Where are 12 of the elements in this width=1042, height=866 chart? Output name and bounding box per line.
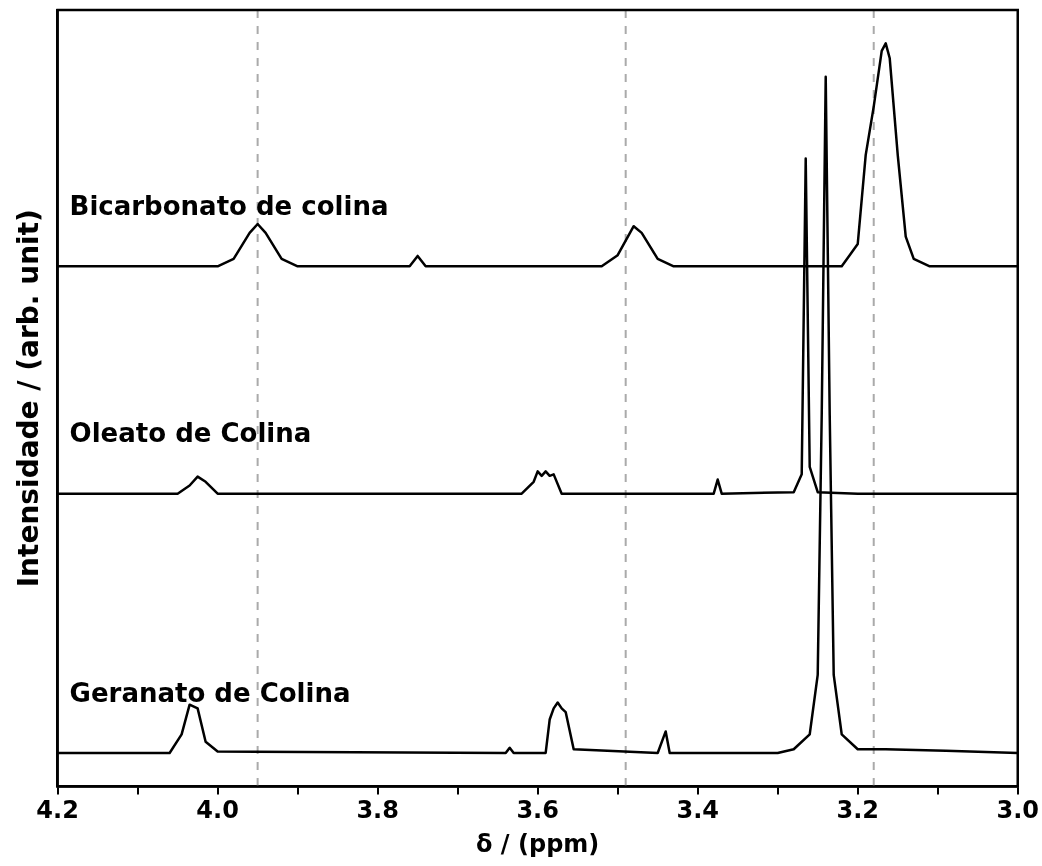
x-tick-label: 3.6	[516, 796, 559, 825]
x-tick-label: 4.0	[196, 796, 239, 825]
series-label: Oleato de Colina	[69, 418, 312, 449]
y-axis-title: Intensidade / (arb. unit)	[12, 209, 46, 588]
x-tick-label: 3.4	[676, 796, 719, 825]
x-tick-label: 3.0	[996, 796, 1039, 825]
x-tick-label: 4.2	[36, 796, 79, 825]
series-label: Geranato de Colina	[69, 677, 351, 708]
series-label: Bicarbonato de colina	[69, 191, 389, 222]
x-axis-title: δ / (ppm)	[476, 829, 600, 858]
x-tick-label: 3.2	[836, 796, 879, 825]
x-tick-label: 3.8	[356, 796, 399, 825]
